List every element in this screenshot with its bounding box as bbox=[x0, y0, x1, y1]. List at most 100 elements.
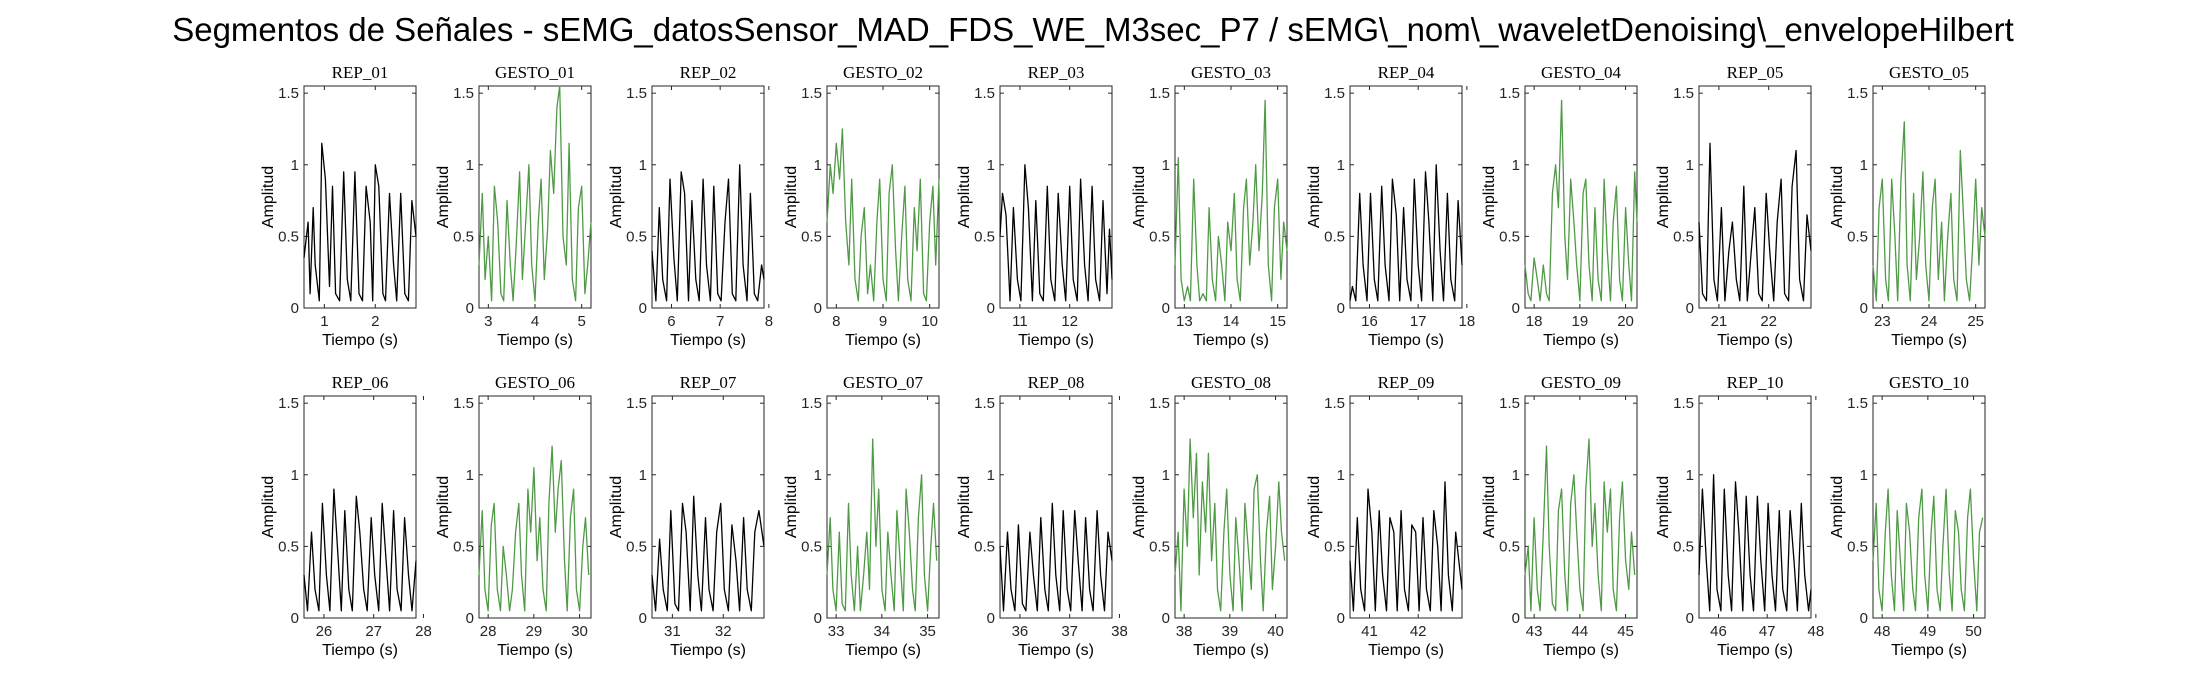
y-axis-label: Amplitud bbox=[260, 166, 277, 228]
x-axis-label: Tiempo (s) bbox=[322, 642, 398, 659]
signal-series-line bbox=[478, 85, 592, 302]
x-tick-label: 15 bbox=[1269, 313, 1286, 330]
subplot-panel: REP_04 0 0.5 1 1.5 16 17 18 Tiempo (s) Amplitud bbox=[1306, 63, 1475, 349]
subplot-panel: REP_03 0 0.5 1 1.5 11 12 Tiempo (s) Amplitud bbox=[956, 63, 1113, 349]
x-tick-label: 47 bbox=[1759, 623, 1776, 640]
x-axis-label: Tiempo (s) bbox=[1368, 642, 1444, 659]
subplot-title: GESTO_03 bbox=[1191, 63, 1271, 82]
signal-series-line bbox=[1349, 164, 1463, 302]
x-tick-label: 10 bbox=[921, 313, 938, 330]
signal-series-line bbox=[999, 502, 1113, 612]
y-tick-label: 0 bbox=[1512, 300, 1520, 317]
x-tick-label: 35 bbox=[919, 623, 936, 640]
subplot-panel: REP_01 0 0.5 1 1.5 1 2 Tiempo (s) Amplitud bbox=[260, 63, 417, 349]
x-tick-label: 46 bbox=[1710, 623, 1727, 640]
x-tick-label: 24 bbox=[1921, 313, 1938, 330]
subplot-title: REP_08 bbox=[1028, 373, 1085, 392]
y-axis-label: Amplitud bbox=[1131, 476, 1148, 538]
y-tick-label: 1 bbox=[1512, 467, 1520, 484]
x-axis-label: Tiempo (s) bbox=[1368, 332, 1444, 349]
y-tick-label: 1.5 bbox=[1149, 395, 1170, 412]
axes-frame bbox=[1698, 85, 1812, 309]
x-axis-label: Tiempo (s) bbox=[1193, 642, 1269, 659]
x-tick-label: 23 bbox=[1874, 313, 1891, 330]
subplot-title: GESTO_06 bbox=[495, 373, 575, 392]
y-tick-label: 1.5 bbox=[278, 85, 299, 102]
x-axis-label: Tiempo (s) bbox=[497, 642, 573, 659]
y-tick-label: 0 bbox=[1686, 610, 1694, 627]
x-tick-label: 32 bbox=[715, 623, 732, 640]
subplot-title: GESTO_01 bbox=[495, 63, 575, 82]
signal-series-line bbox=[1174, 99, 1288, 302]
y-tick-label: 1.5 bbox=[278, 395, 299, 412]
subplot-title: GESTO_08 bbox=[1191, 373, 1271, 392]
x-tick-label: 8 bbox=[832, 313, 840, 330]
x-tick-label: 28 bbox=[480, 623, 497, 640]
subplot-title: REP_01 bbox=[332, 63, 389, 82]
signal-series-line bbox=[478, 445, 590, 612]
y-tick-label: 0 bbox=[1162, 300, 1170, 317]
y-axis-label: Amplitud bbox=[608, 476, 625, 538]
x-axis-label: Tiempo (s) bbox=[1543, 332, 1619, 349]
y-tick-label: 1.5 bbox=[974, 85, 995, 102]
axes-frame bbox=[1872, 85, 1986, 309]
subplot-title: REP_05 bbox=[1727, 63, 1784, 82]
signal-series-line bbox=[826, 438, 938, 612]
x-tick-label: 43 bbox=[1526, 623, 1543, 640]
y-tick-label: 1.5 bbox=[1324, 85, 1345, 102]
y-tick-label: 1 bbox=[1860, 467, 1868, 484]
y-tick-label: 1 bbox=[1337, 467, 1345, 484]
y-axis-label: Amplitud bbox=[783, 476, 800, 538]
y-axis-label: Amplitud bbox=[260, 476, 277, 538]
signal-series-line bbox=[826, 128, 940, 302]
y-axis-label: Amplitud bbox=[1829, 166, 1846, 228]
x-tick-label: 29 bbox=[526, 623, 543, 640]
subplot-title: REP_02 bbox=[680, 63, 737, 82]
x-axis-label: Tiempo (s) bbox=[1018, 332, 1094, 349]
x-tick-label: 7 bbox=[716, 313, 724, 330]
subplot-panel: REP_05 0 0.5 1 1.5 21 22 Tiempo (s) Amplitud bbox=[1655, 63, 1812, 349]
y-tick-label: 0.5 bbox=[1847, 538, 1868, 555]
subplot-title: REP_03 bbox=[1028, 63, 1085, 82]
x-tick-label: 28 bbox=[415, 623, 432, 640]
subplot-panel: GESTO_09 0 0.5 1 1.5 43 44 45 Tiempo (s) Amplitud bbox=[1481, 373, 1638, 659]
y-tick-label: 0 bbox=[814, 300, 822, 317]
signal-series-line bbox=[1524, 438, 1636, 612]
subplot-panel: REP_09 0 0.5 1 1.5 41 42 Tiempo (s) Amplitud bbox=[1306, 373, 1463, 659]
y-tick-label: 1 bbox=[466, 157, 474, 174]
y-tick-label: 1 bbox=[1686, 467, 1694, 484]
subplot-title: GESTO_02 bbox=[843, 63, 923, 82]
y-tick-label: 1.5 bbox=[1673, 85, 1694, 102]
y-tick-label: 1.5 bbox=[626, 85, 647, 102]
y-tick-label: 0.5 bbox=[453, 228, 474, 245]
x-tick-label: 13 bbox=[1176, 313, 1193, 330]
y-tick-label: 1 bbox=[1337, 157, 1345, 174]
y-tick-label: 1 bbox=[1512, 157, 1520, 174]
y-tick-label: 1 bbox=[814, 467, 822, 484]
x-tick-label: 9 bbox=[879, 313, 887, 330]
subplot-panel: GESTO_07 0 0.5 1 1.5 33 34 35 Tiempo (s) Amplitud bbox=[783, 373, 940, 659]
y-tick-label: 1 bbox=[639, 467, 647, 484]
y-tick-label: 0.5 bbox=[1324, 228, 1345, 245]
y-tick-label: 0 bbox=[1337, 610, 1345, 627]
x-tick-label: 18 bbox=[1459, 313, 1476, 330]
y-tick-label: 1.5 bbox=[1847, 85, 1868, 102]
x-tick-label: 39 bbox=[1222, 623, 1239, 640]
y-tick-label: 1 bbox=[987, 157, 995, 174]
y-tick-label: 1 bbox=[291, 157, 299, 174]
x-axis-label: Tiempo (s) bbox=[322, 332, 398, 349]
x-tick-label: 1 bbox=[320, 313, 328, 330]
x-tick-label: 21 bbox=[1711, 313, 1728, 330]
x-tick-label: 20 bbox=[1617, 313, 1634, 330]
y-axis-label: Amplitud bbox=[435, 166, 452, 228]
x-tick-label: 8 bbox=[765, 313, 773, 330]
y-axis-label: Amplitud bbox=[1306, 476, 1323, 538]
signal-series-line bbox=[1698, 474, 1812, 612]
x-tick-label: 25 bbox=[1967, 313, 1984, 330]
x-tick-label: 44 bbox=[1572, 623, 1589, 640]
y-tick-label: 0 bbox=[291, 610, 299, 627]
x-tick-label: 27 bbox=[365, 623, 382, 640]
